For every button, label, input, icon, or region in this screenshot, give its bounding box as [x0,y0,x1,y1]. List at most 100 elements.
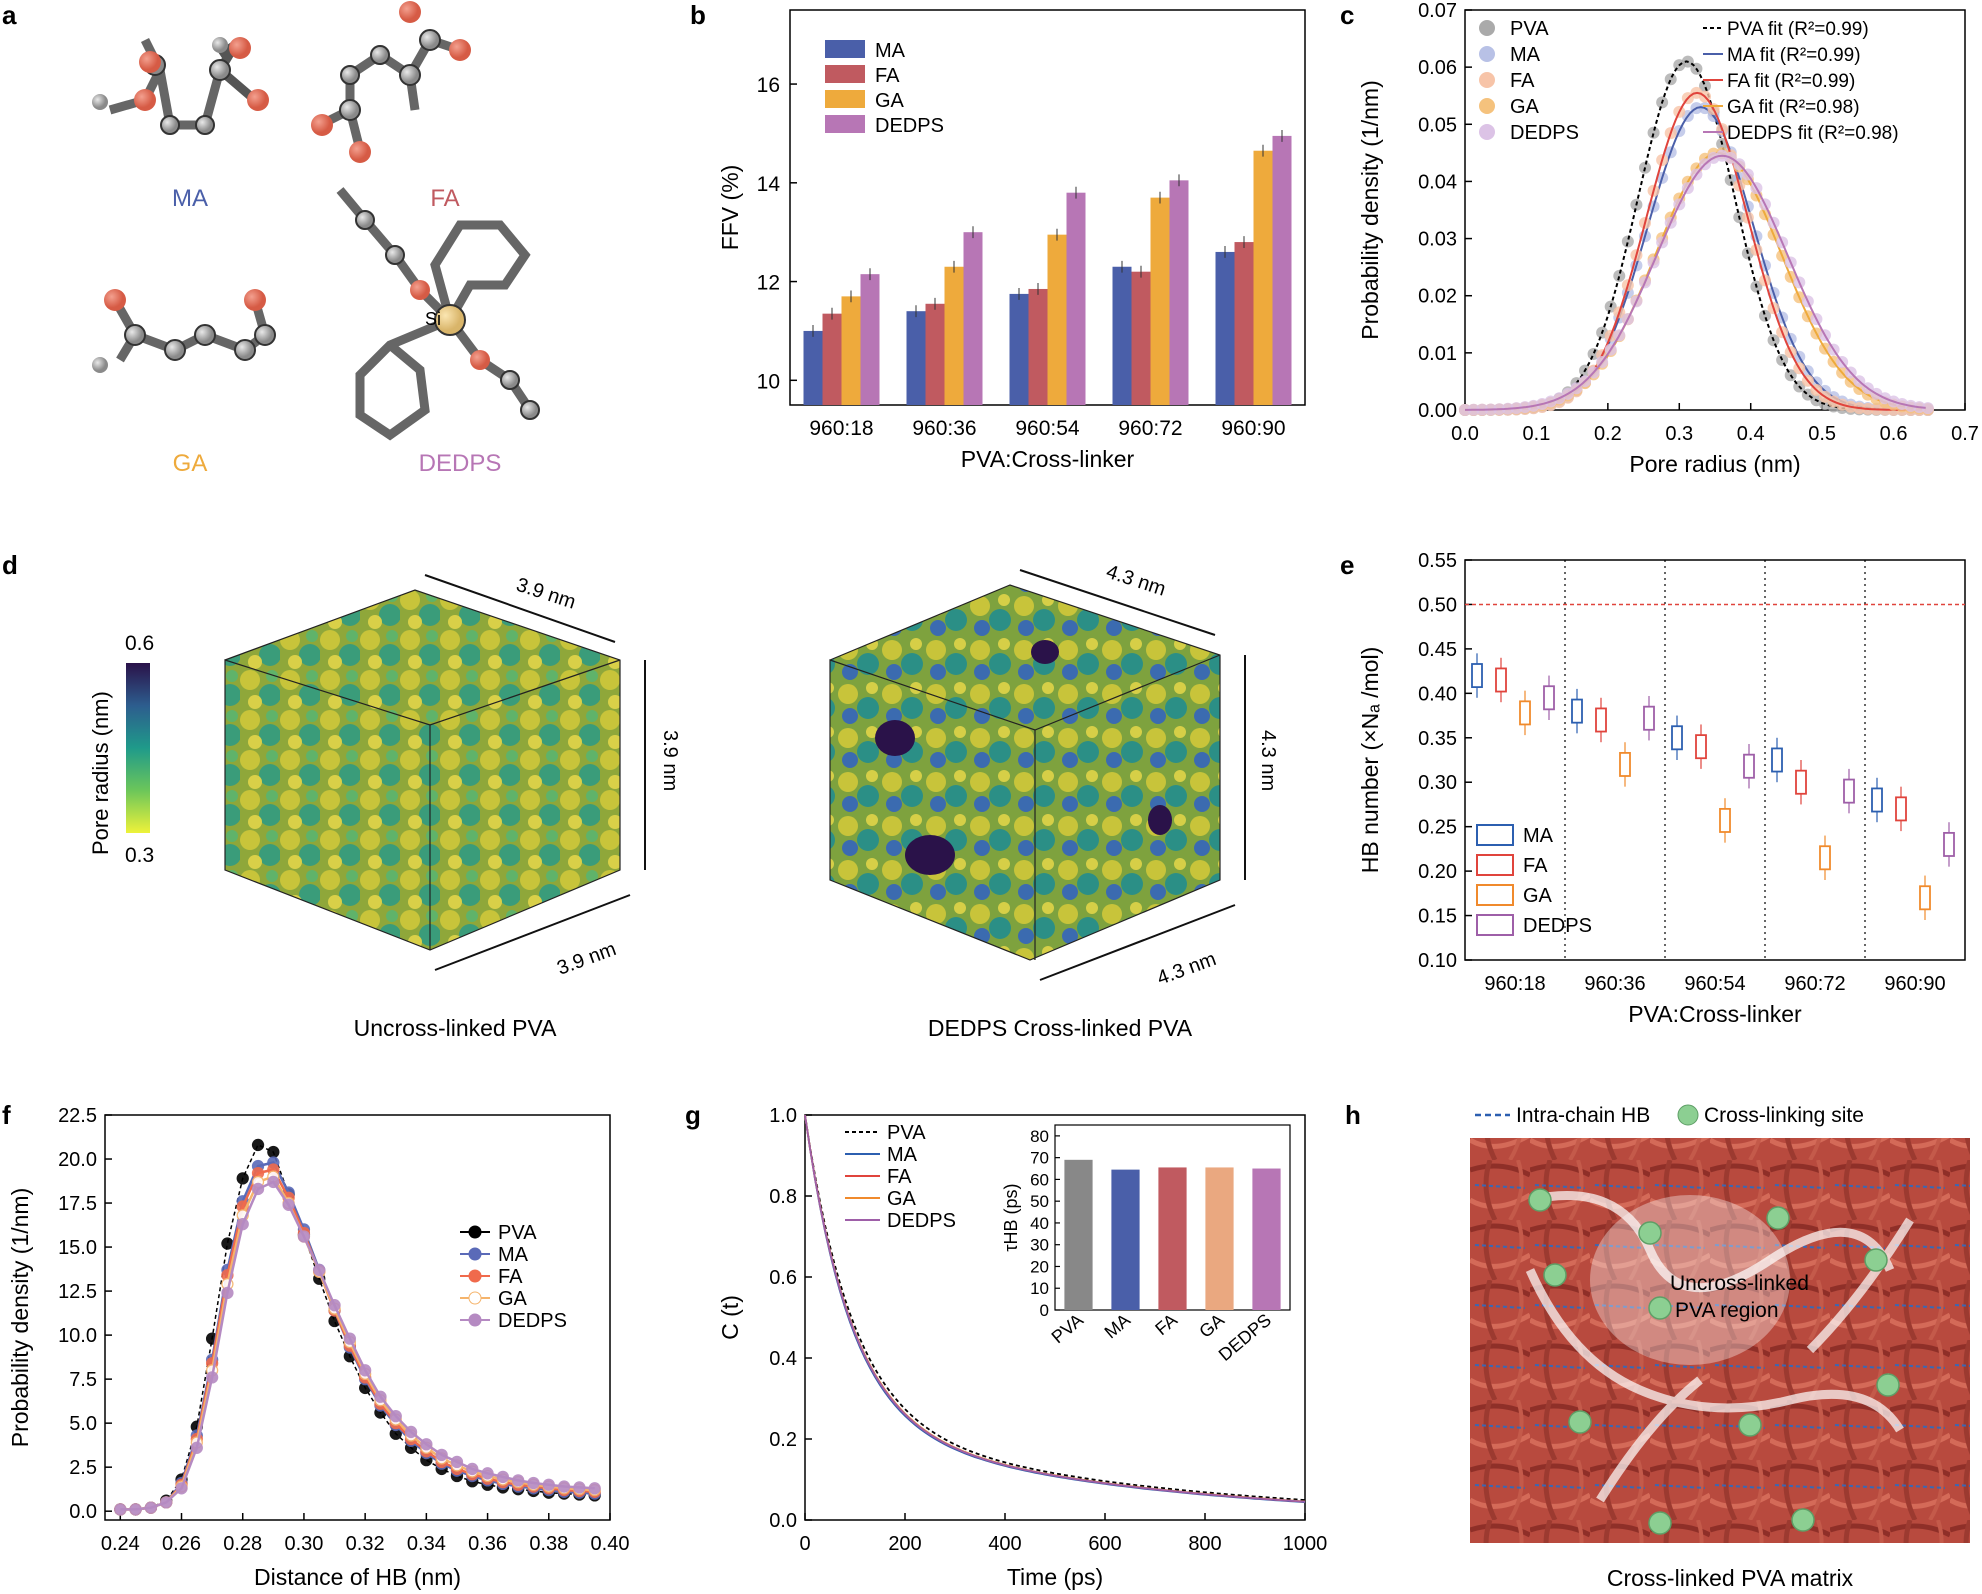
legend-label: MA [498,1244,529,1266]
x-tick-label: 960:72 [1784,973,1845,995]
bar-ma [1112,266,1132,405]
y-tick-label: 0.35 [1418,728,1457,750]
y-tick-label: 0.8 [769,1186,797,1208]
x-tick-label: 800 [1188,1533,1221,1555]
x-tick-label: 0.26 [162,1533,201,1555]
y-tick-label: 0.04 [1418,171,1457,193]
x-tick-label: 0.3 [1665,423,1693,445]
y-tick-label: 1.0 [769,1105,797,1127]
y-tick-label: 0.2 [769,1429,797,1451]
box-fa [1495,667,1507,693]
marker-dedps [466,1462,479,1476]
y-tick-label: 0.10 [1418,950,1457,972]
molecule-label-ma: MA [172,185,208,212]
legend-label: GA [887,1188,917,1210]
legend-label: DEDPS [498,1310,567,1332]
marker-dedps [420,1438,433,1451]
data-point-dedps [1921,402,1934,415]
y-tick-label: 0.01 [1418,343,1457,365]
box-fa [1695,734,1707,760]
bar-ga [1047,234,1067,405]
marker-dedps [267,1175,280,1189]
y-tick-label: 17.5 [58,1193,97,1215]
legend-label: PVA [498,1222,537,1244]
legend-label: DEDPS [1523,915,1592,937]
bar-fa [1028,288,1048,405]
x-tick-label: 960:90 [1221,417,1285,440]
x-tick-label: 400 [988,1533,1021,1555]
marker-dedps [389,1409,402,1423]
y-tick-label: 0.00 [1418,400,1457,422]
box-ma [1871,787,1883,813]
legend-label: MA [1523,825,1554,847]
molecule-label-dedps: DEDPS [418,450,502,477]
x-tick-label: 0.30 [284,1533,323,1555]
x-tick-label: 960:54 [1684,973,1745,995]
y-axis-label: Probability density (1/nm) [1357,80,1383,340]
hb-legend-label: Intra-chain HB [1516,1104,1650,1127]
y-tick-label: 14 [757,173,781,196]
y-axis-label: C (t) [717,1295,743,1340]
legend-swatch [825,90,865,108]
marker-pva [251,1138,265,1152]
x-tick-label: 0.24 [101,1533,140,1555]
box-ga [1719,807,1731,833]
y-tick-label: 0.50 [1418,594,1457,616]
y-tick-label: 0.15 [1418,906,1457,928]
x-tick-label: 0.40 [591,1533,630,1555]
inset-x-tick-label: GA [1195,1310,1228,1342]
pore-visualization: 0.6 0.3 Pore radius (nm) 3.9 nm 3.9 nm 3… [88,561,1279,990]
marker-dedps [175,1482,188,1495]
x-tick-label: 0.28 [223,1533,262,1555]
box-dedps [1543,685,1555,711]
colorbar-min-label: 0.3 [125,844,154,867]
plot-frame [804,1114,1306,1521]
legend-fit-label: FA fit (R²=0.99) [1727,71,1855,92]
ma-atoms [92,37,269,135]
marker-dedps [450,1455,464,1469]
data-point-pva [1647,126,1660,139]
marker-dedps [588,1482,601,1495]
y-tick-label: 15.0 [58,1237,97,1259]
box-ma [1571,698,1583,724]
inset-bar-pva [1064,1159,1093,1310]
caption-dedps-crosslinked: DEDPS Cross-linked PVA [927,1015,1193,1041]
data-point-pva [1699,79,1711,92]
bar-dedps [1169,180,1189,405]
y-tick-label: 0.0 [69,1501,97,1523]
chart-pore-radius: 0.0 0.1 0.2 0.3 0.4 0.5 0.6 0.7 0.00 0.01 0.02 0.03… [1357,0,1979,477]
chart-hb-number: 0.10 0.15 0.20 0.25 0.30 0.35 0.40 0.45 0.50 0.55… [1357,550,1966,1027]
inset-x-tick-label: FA [1151,1310,1181,1339]
legend-swatch [825,115,865,133]
molecule-label-fa: FA [430,185,460,212]
si-atom-label: Si [425,309,441,329]
y-tick-label: 10 [757,370,780,393]
fa-molecule [317,35,462,152]
fa-atoms [311,1,471,163]
left-dim-bottom-label: 3.9 nm [554,938,619,980]
x-axis-label: PVA:Cross-linker [961,446,1135,472]
uncrosslinked-cube [224,589,621,951]
marker-dedps [236,1218,249,1231]
x-axis-label: Time (ps) [1007,1564,1103,1590]
x-axis-label: PVA:Cross-linker [1628,1001,1802,1027]
y-axis-label: HB number (×Nₐ /mol) [1357,647,1383,873]
legend-label: FA [887,1166,912,1188]
molecule-structures: Si [92,1,540,441]
inset-y-tick-label: 50 [1030,1192,1049,1211]
right-dim-right-label: 4.3 nm [1257,730,1279,791]
x-tick-label: 960:18 [1484,973,1545,995]
right-dim-top-label: 4.3 nm [1103,561,1168,601]
inset-y-tick-label: 10 [1030,1279,1049,1298]
bar-ga [944,266,964,405]
inset-y-tick-label: 40 [1030,1214,1049,1233]
left-dim-top-label: 3.9 nm [513,574,578,614]
x-tick-label: 1000 [1283,1533,1328,1555]
bar-dedps [1066,192,1086,405]
bar-ga [841,296,861,405]
panel-letter-c: c [1340,0,1355,30]
y-tick-label: 0.03 [1418,229,1457,251]
left-dim-bottom [434,894,631,971]
ga-atoms [92,289,276,373]
chart-autocorrelation: 0 200 400 600 800 10000.00.20.40.60.81.0PVAMA… [717,1105,1328,1590]
